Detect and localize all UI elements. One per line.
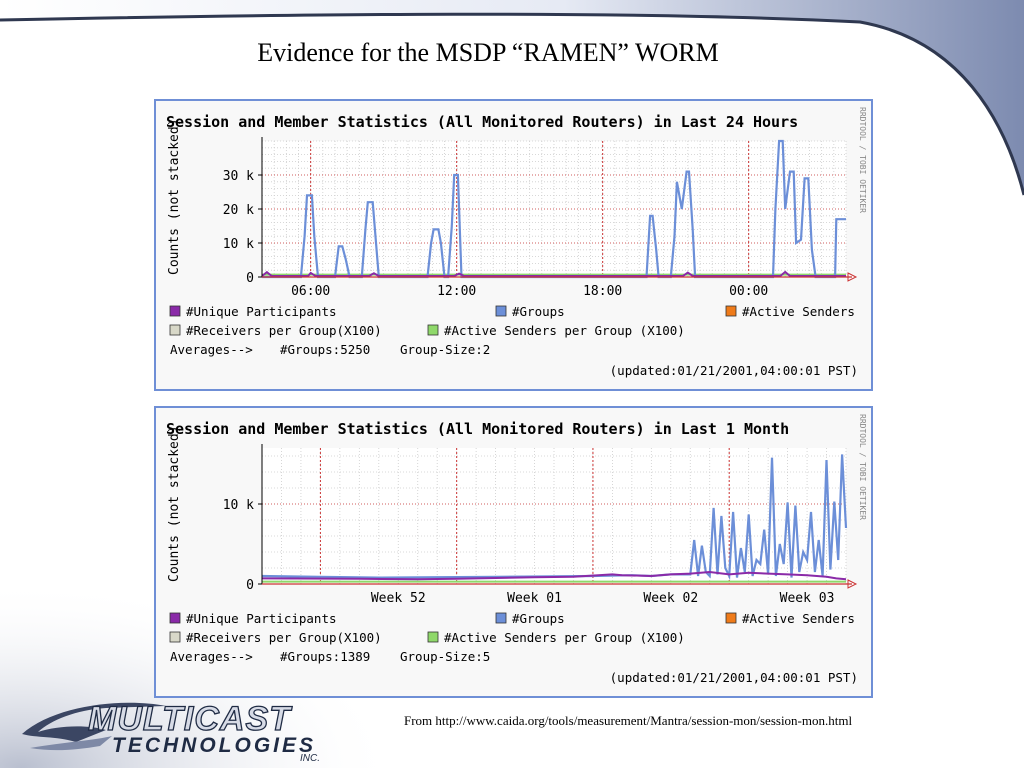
- legend-swatch: [427, 631, 439, 643]
- legend-label: #Active Senders per Group (X100): [444, 323, 685, 338]
- legend-label: #Active Senders: [742, 304, 855, 319]
- chart-title: Session and Member Statistics (All Monit…: [166, 113, 798, 131]
- series-line: [262, 139, 846, 279]
- legend-label: #Unique Participants: [186, 611, 337, 626]
- header-swoosh: [0, 0, 1024, 196]
- x-tick-label: 12:00: [437, 284, 476, 299]
- legend-label: #Active Senders: [742, 611, 855, 626]
- x-tick-label: Week 52: [371, 591, 426, 606]
- chart-title: Session and Member Statistics (All Monit…: [166, 420, 789, 438]
- averages-group-size: Group-Size:5: [400, 649, 490, 664]
- legend-swatch: [169, 305, 181, 317]
- y-tick-label: 10 k: [223, 237, 254, 252]
- side-credit-label: RRDTOOL / TOBI OETIKER: [858, 107, 867, 213]
- legend-label: #Unique Participants: [186, 304, 337, 319]
- y-axis-label: Counts (not stacked): [167, 425, 182, 582]
- legend-swatch: [725, 305, 737, 317]
- x-tick-label: Week 02: [643, 591, 698, 606]
- x-tick-label: Week 01: [507, 591, 562, 606]
- x-tick-label: 18:00: [583, 284, 622, 299]
- legend-label: #Active Senders per Group (X100): [444, 630, 685, 645]
- legend-swatch: [495, 305, 507, 317]
- y-axis-label: Counts (not stacked): [167, 118, 182, 275]
- legend-label: #Groups: [512, 304, 565, 319]
- averages-groups: #Groups:1389: [280, 649, 370, 664]
- updated-timestamp: (updated:01/21/2001,04:00:01 PST): [610, 670, 858, 685]
- legend-swatch: [495, 612, 507, 624]
- x-axis-arrow: [847, 579, 858, 589]
- chart-24-hours-svg: Session and Member Statistics (All Monit…: [166, 107, 867, 378]
- averages-prefix: Averages-->: [170, 649, 253, 664]
- x-tick-label: 06:00: [291, 284, 330, 299]
- logo-text-inc: INC.: [300, 753, 320, 764]
- y-tick-label: 20 k: [223, 203, 254, 218]
- x-tick-label: Week 03: [780, 591, 835, 606]
- side-credit-label: RRDTOOL / TOBI OETIKER: [858, 414, 867, 520]
- chart-1-month: Session and Member Statistics (All Monit…: [154, 406, 873, 698]
- legend-label: #Groups: [512, 611, 565, 626]
- updated-timestamp: (updated:01/21/2001,04:00:01 PST): [610, 363, 858, 378]
- legend-label: #Receivers per Group(X100): [186, 630, 382, 645]
- legend-label: #Receivers per Group(X100): [186, 323, 382, 338]
- chart-1-month-svg: Session and Member Statistics (All Monit…: [166, 414, 867, 685]
- logo-text-multicast: MULTICAST: [87, 700, 291, 738]
- slide-title: Evidence for the MSDP “RAMEN” WORM: [257, 38, 719, 67]
- legend-swatch: [427, 324, 439, 336]
- legend-swatch: [169, 324, 181, 336]
- legend-swatch: [169, 612, 181, 624]
- y-tick-label: 0: [246, 271, 254, 286]
- y-tick-label: 0: [246, 578, 254, 593]
- multicast-logo-swoosh: [22, 702, 166, 751]
- averages-prefix: Averages-->: [170, 342, 253, 357]
- averages-group-size: Group-Size:2: [400, 342, 490, 357]
- y-tick-label: 10 k: [223, 498, 254, 513]
- chart-24-hours: Session and Member Statistics (All Monit…: [154, 99, 873, 391]
- x-axis-arrow: [847, 272, 858, 282]
- source-citation: From http://www.caida.org/tools/measurem…: [404, 713, 853, 728]
- plot-area: [262, 448, 846, 584]
- legend-swatch: [725, 612, 737, 624]
- y-tick-label: 30 k: [223, 169, 254, 184]
- series-line: [261, 570, 847, 581]
- averages-groups: #Groups:5250: [280, 342, 370, 357]
- x-tick-label: 00:00: [729, 284, 768, 299]
- logo-text-technologies: TECHNOLOGIES: [112, 734, 317, 757]
- series-line: [261, 270, 846, 277]
- legend-swatch: [169, 631, 181, 643]
